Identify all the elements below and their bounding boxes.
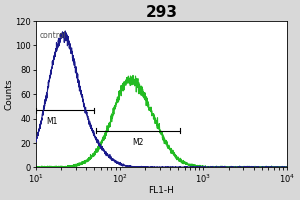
Text: M2: M2 bbox=[132, 138, 144, 147]
Text: M1: M1 bbox=[46, 117, 58, 126]
Text: control: control bbox=[40, 31, 67, 40]
Y-axis label: Counts: Counts bbox=[5, 79, 14, 110]
Title: 293: 293 bbox=[146, 5, 178, 20]
X-axis label: FL1-H: FL1-H bbox=[148, 186, 174, 195]
